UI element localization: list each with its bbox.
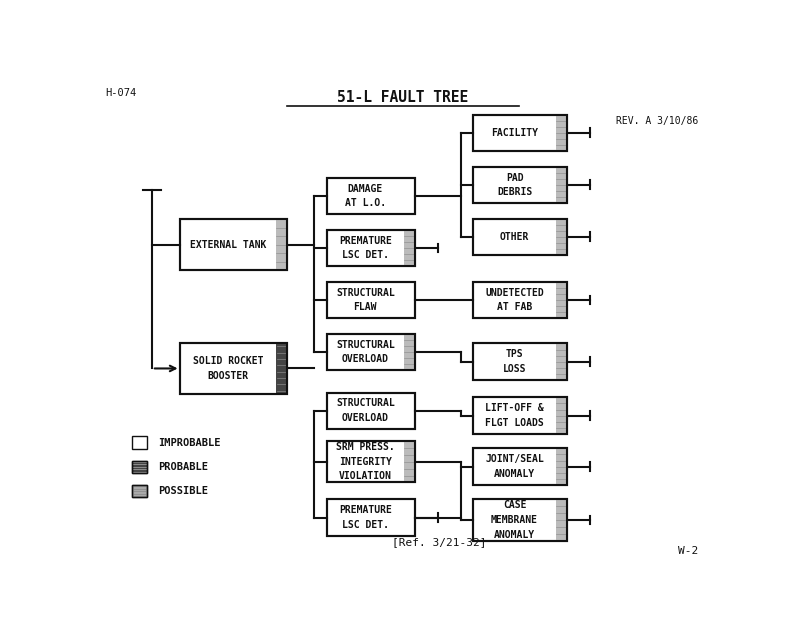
Bar — [276, 219, 287, 270]
Bar — [327, 230, 415, 266]
Bar — [327, 281, 415, 318]
Text: VIOLATION: VIOLATION — [339, 471, 391, 481]
Text: PREMATURE: PREMATURE — [339, 235, 391, 245]
Text: PAD: PAD — [506, 172, 523, 182]
Text: PROBABLE: PROBABLE — [158, 462, 208, 472]
Bar — [556, 115, 567, 151]
Text: POSSIBLE: POSSIBLE — [158, 486, 208, 496]
Text: REV. A 3/10/86: REV. A 3/10/86 — [616, 115, 698, 126]
Text: FACILITY: FACILITY — [491, 128, 538, 138]
Text: STRUCTURAL: STRUCTURAL — [336, 339, 395, 350]
Text: TPS: TPS — [506, 350, 523, 360]
Bar — [473, 115, 567, 151]
Text: ANOMALY: ANOMALY — [494, 469, 535, 479]
Text: [Ref. 3/21-32]: [Ref. 3/21-32] — [392, 537, 487, 547]
Bar — [473, 449, 567, 485]
Bar — [276, 343, 287, 394]
Bar — [327, 281, 415, 318]
Bar — [181, 343, 287, 394]
Text: PREMATURE: PREMATURE — [339, 505, 391, 516]
Text: LOSS: LOSS — [503, 364, 527, 374]
Bar — [327, 392, 415, 429]
Bar — [327, 334, 415, 370]
Bar — [556, 218, 567, 255]
Bar — [473, 343, 567, 380]
Bar — [181, 343, 287, 394]
Bar — [327, 499, 415, 536]
Bar — [473, 218, 567, 255]
Text: W-2: W-2 — [678, 546, 698, 556]
Bar — [327, 230, 415, 266]
Text: STRUCTURAL: STRUCTURAL — [336, 288, 395, 298]
Bar — [132, 461, 147, 473]
Bar — [327, 178, 415, 214]
Text: OTHER: OTHER — [500, 232, 529, 242]
Bar — [132, 461, 147, 473]
Text: AT FAB: AT FAB — [497, 302, 532, 312]
Bar — [132, 485, 147, 497]
Text: CASE: CASE — [503, 500, 527, 510]
Bar — [132, 485, 147, 497]
Bar — [473, 281, 567, 318]
Text: ANOMALY: ANOMALY — [494, 529, 535, 540]
Bar — [327, 441, 415, 482]
Text: OVERLOAD: OVERLOAD — [342, 413, 389, 423]
Text: AT L.O.: AT L.O. — [345, 198, 386, 208]
Text: FLAW: FLAW — [354, 302, 377, 312]
Text: 51-L FAULT TREE: 51-L FAULT TREE — [337, 90, 468, 105]
Bar — [473, 281, 567, 318]
Bar — [181, 219, 287, 270]
Bar — [404, 230, 415, 266]
Bar — [473, 449, 567, 485]
Bar — [327, 441, 415, 482]
Text: LSC DET.: LSC DET. — [342, 520, 389, 530]
Bar — [473, 167, 567, 203]
Bar — [327, 392, 415, 429]
Bar — [473, 398, 567, 433]
Text: EXTERNAL TANK: EXTERNAL TANK — [190, 240, 266, 249]
Bar — [556, 281, 567, 318]
Text: OVERLOAD: OVERLOAD — [342, 354, 389, 364]
Text: DEBRIS: DEBRIS — [497, 187, 532, 197]
Bar — [404, 334, 415, 370]
Bar — [473, 343, 567, 380]
Bar — [327, 334, 415, 370]
Bar — [473, 398, 567, 433]
Bar — [327, 499, 415, 536]
Bar — [473, 218, 567, 255]
Bar — [473, 499, 567, 541]
Text: LIFT-OFF &: LIFT-OFF & — [485, 403, 544, 413]
Bar — [327, 178, 415, 214]
Bar — [556, 343, 567, 380]
Bar — [473, 499, 567, 541]
Bar — [556, 398, 567, 433]
Text: FLGT LOADS: FLGT LOADS — [485, 418, 544, 428]
Text: BOOSTER: BOOSTER — [208, 371, 249, 380]
Bar — [473, 167, 567, 203]
Bar — [556, 499, 567, 541]
Text: JOINT/SEAL: JOINT/SEAL — [485, 454, 544, 464]
Text: H-074: H-074 — [105, 88, 137, 98]
Text: SOLID ROCKET: SOLID ROCKET — [193, 356, 263, 366]
Text: STRUCTURAL: STRUCTURAL — [336, 398, 395, 408]
Text: MEMBRANE: MEMBRANE — [491, 515, 538, 525]
Text: DAMAGE: DAMAGE — [347, 184, 383, 194]
Bar — [556, 167, 567, 203]
Text: IMPROBABLE: IMPROBABLE — [158, 437, 220, 447]
Bar — [473, 115, 567, 151]
Text: UNDETECTED: UNDETECTED — [485, 288, 544, 298]
Bar — [556, 449, 567, 485]
Text: INTEGRITY: INTEGRITY — [339, 457, 391, 467]
Bar — [181, 219, 287, 270]
Text: SRM PRESS.: SRM PRESS. — [336, 442, 395, 452]
Bar — [132, 437, 147, 449]
Text: LSC DET.: LSC DET. — [342, 251, 389, 260]
Bar — [404, 441, 415, 482]
